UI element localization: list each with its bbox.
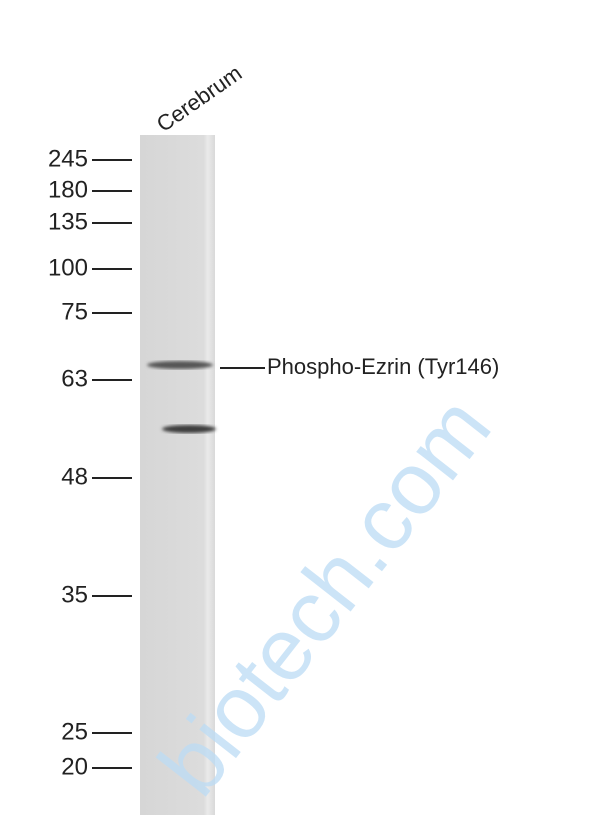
marker-label: 245 — [48, 145, 88, 172]
band — [147, 361, 213, 369]
marker-label: 20 — [61, 753, 88, 780]
marker-label: 35 — [61, 581, 88, 608]
marker-label: 25 — [61, 718, 88, 745]
marker-label: 180 — [48, 176, 88, 203]
marker-label: 135 — [48, 208, 88, 235]
marker-label: 100 — [48, 254, 88, 281]
marker-label: 48 — [61, 463, 88, 490]
band — [162, 425, 216, 433]
band-label: Phospho-Ezrin (Tyr146) — [267, 354, 499, 379]
marker-label: 75 — [61, 298, 88, 325]
marker-label: 63 — [61, 365, 88, 392]
blot-figure: Cerebrum Phospho-Ezrin (Tyr146) biotech.… — [0, 0, 589, 815]
